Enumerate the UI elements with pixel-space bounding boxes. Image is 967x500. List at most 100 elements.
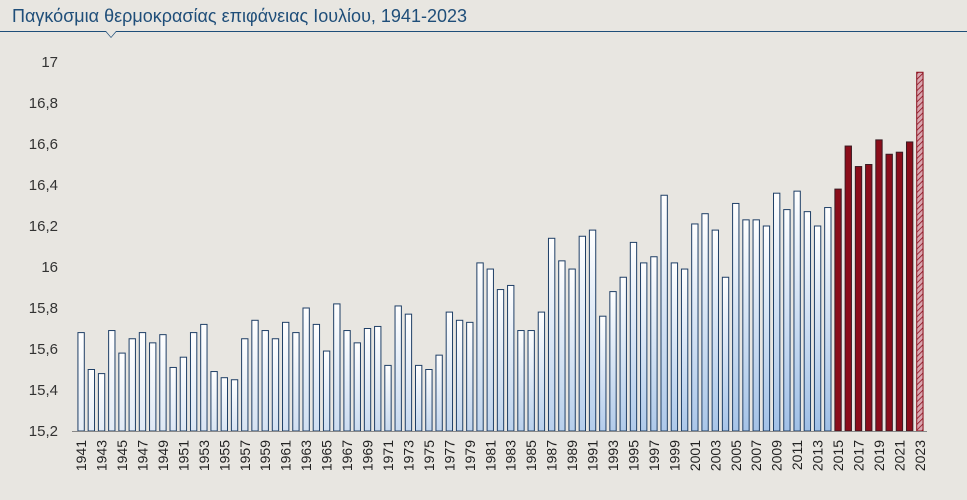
x-tick-label: 1943 xyxy=(94,440,110,471)
y-tick-label: 16,8 xyxy=(29,95,58,112)
x-tick-label: 2017 xyxy=(851,440,867,471)
bar-1983 xyxy=(507,284,515,432)
bar-1999 xyxy=(670,262,679,432)
bar-2020 xyxy=(885,153,893,432)
x-tick-label: 1951 xyxy=(175,440,191,471)
x-tick-label: 1991 xyxy=(585,440,601,471)
bar-1994 xyxy=(619,276,627,432)
bar-2018 xyxy=(865,164,873,432)
bar-1975 xyxy=(425,369,433,432)
bar-1964 xyxy=(312,323,321,432)
bar-1974 xyxy=(414,364,423,432)
bar-1961 xyxy=(282,321,290,432)
bar-1959 xyxy=(261,330,269,432)
x-tick-label: 2001 xyxy=(687,440,703,471)
bar-1965 xyxy=(322,350,331,432)
bar-1969 xyxy=(363,328,372,432)
bar-2019 xyxy=(875,139,883,432)
bar-1952 xyxy=(189,332,198,432)
bar-1979 xyxy=(466,321,474,432)
x-tick-label: 1949 xyxy=(155,440,171,471)
x-tick-label: 1971 xyxy=(380,440,396,471)
title-divider xyxy=(0,31,967,32)
x-tick-label: 1969 xyxy=(360,440,376,471)
bar-1988 xyxy=(558,260,566,432)
x-tick-label: 1961 xyxy=(278,440,294,471)
bar-1943 xyxy=(97,373,106,432)
bar-1984 xyxy=(517,330,525,432)
bar-1962 xyxy=(292,332,300,432)
bar-1960 xyxy=(271,338,280,432)
bar-1989 xyxy=(568,268,576,432)
bar-2007 xyxy=(752,219,760,432)
bar-1951 xyxy=(179,356,188,432)
bar-2008 xyxy=(762,225,771,432)
bar-1981 xyxy=(486,268,494,432)
x-tick-label: 1989 xyxy=(564,440,580,471)
x-tick-label: 2011 xyxy=(789,440,805,470)
bar-1972 xyxy=(394,305,402,432)
bar-1958 xyxy=(251,319,259,432)
x-tick-label: 1955 xyxy=(216,440,232,471)
bar-2005 xyxy=(732,202,740,432)
x-tick-label: 1975 xyxy=(421,440,437,471)
bar-1956 xyxy=(230,379,239,432)
x-tick-label: 2003 xyxy=(707,440,723,471)
bar-2004 xyxy=(721,276,730,432)
x-tick-label: 1987 xyxy=(544,440,560,471)
x-tick-label: 1947 xyxy=(134,440,150,471)
x-tick-label: 1979 xyxy=(462,440,478,471)
bar-1957 xyxy=(241,338,249,432)
bar-2006 xyxy=(742,219,750,432)
bar-1966 xyxy=(333,303,341,432)
y-tick-label: 15,4 xyxy=(29,382,58,399)
x-tick-label: 2015 xyxy=(830,440,846,471)
x-tick-label: 1945 xyxy=(114,440,130,471)
bar-2009 xyxy=(773,192,781,432)
bar-2013 xyxy=(813,225,822,432)
x-tick-label: 1953 xyxy=(196,440,212,471)
x-tick-label: 1983 xyxy=(503,440,519,471)
bar-2012 xyxy=(803,211,812,432)
bar-1941 xyxy=(77,332,85,432)
bar-1980 xyxy=(476,262,484,432)
bar-2022 xyxy=(905,141,914,432)
x-tick-label: 1959 xyxy=(257,440,273,471)
x-tick-label: 1985 xyxy=(523,440,539,471)
x-tick-label: 2013 xyxy=(810,440,826,471)
x-tick-label: 1999 xyxy=(666,440,682,471)
bar-2003 xyxy=(711,229,719,432)
bar-1970 xyxy=(374,325,382,432)
bar-1985 xyxy=(527,330,535,432)
bar-1955 xyxy=(220,377,228,432)
bar-1973 xyxy=(404,313,413,432)
bar-1987 xyxy=(547,237,556,432)
bar-1986 xyxy=(537,311,546,432)
x-tick-label: 2005 xyxy=(728,440,744,471)
bar-1948 xyxy=(149,342,157,432)
x-tick-label: 1997 xyxy=(646,440,662,471)
bar-1995 xyxy=(629,241,638,432)
bar-1945 xyxy=(118,352,126,432)
bar-2002 xyxy=(701,213,709,432)
bar-2023 xyxy=(916,71,924,432)
bar-2017 xyxy=(854,166,863,432)
bar-1976 xyxy=(435,354,443,432)
y-tick-label: 15,8 xyxy=(29,300,58,317)
bar-2010 xyxy=(783,209,791,432)
x-tick-label: 1973 xyxy=(400,440,416,471)
bar-1949 xyxy=(159,334,167,432)
chart-title: Παγκόσμια θερμοκρασίας επιφάνειας Ιουλίο… xyxy=(12,6,467,26)
bar-2000 xyxy=(680,268,689,432)
bar-1967 xyxy=(343,330,351,432)
x-tick-label: 1957 xyxy=(237,440,253,471)
bar-1996 xyxy=(640,262,648,432)
bar-1982 xyxy=(496,289,505,432)
bar-1998 xyxy=(660,194,668,432)
bar-1950 xyxy=(169,366,177,432)
bar-1963 xyxy=(302,307,310,432)
title-notch-inner xyxy=(106,31,116,37)
bar-1977 xyxy=(445,311,454,432)
bar-1978 xyxy=(455,319,464,432)
bar-1942 xyxy=(87,369,96,432)
